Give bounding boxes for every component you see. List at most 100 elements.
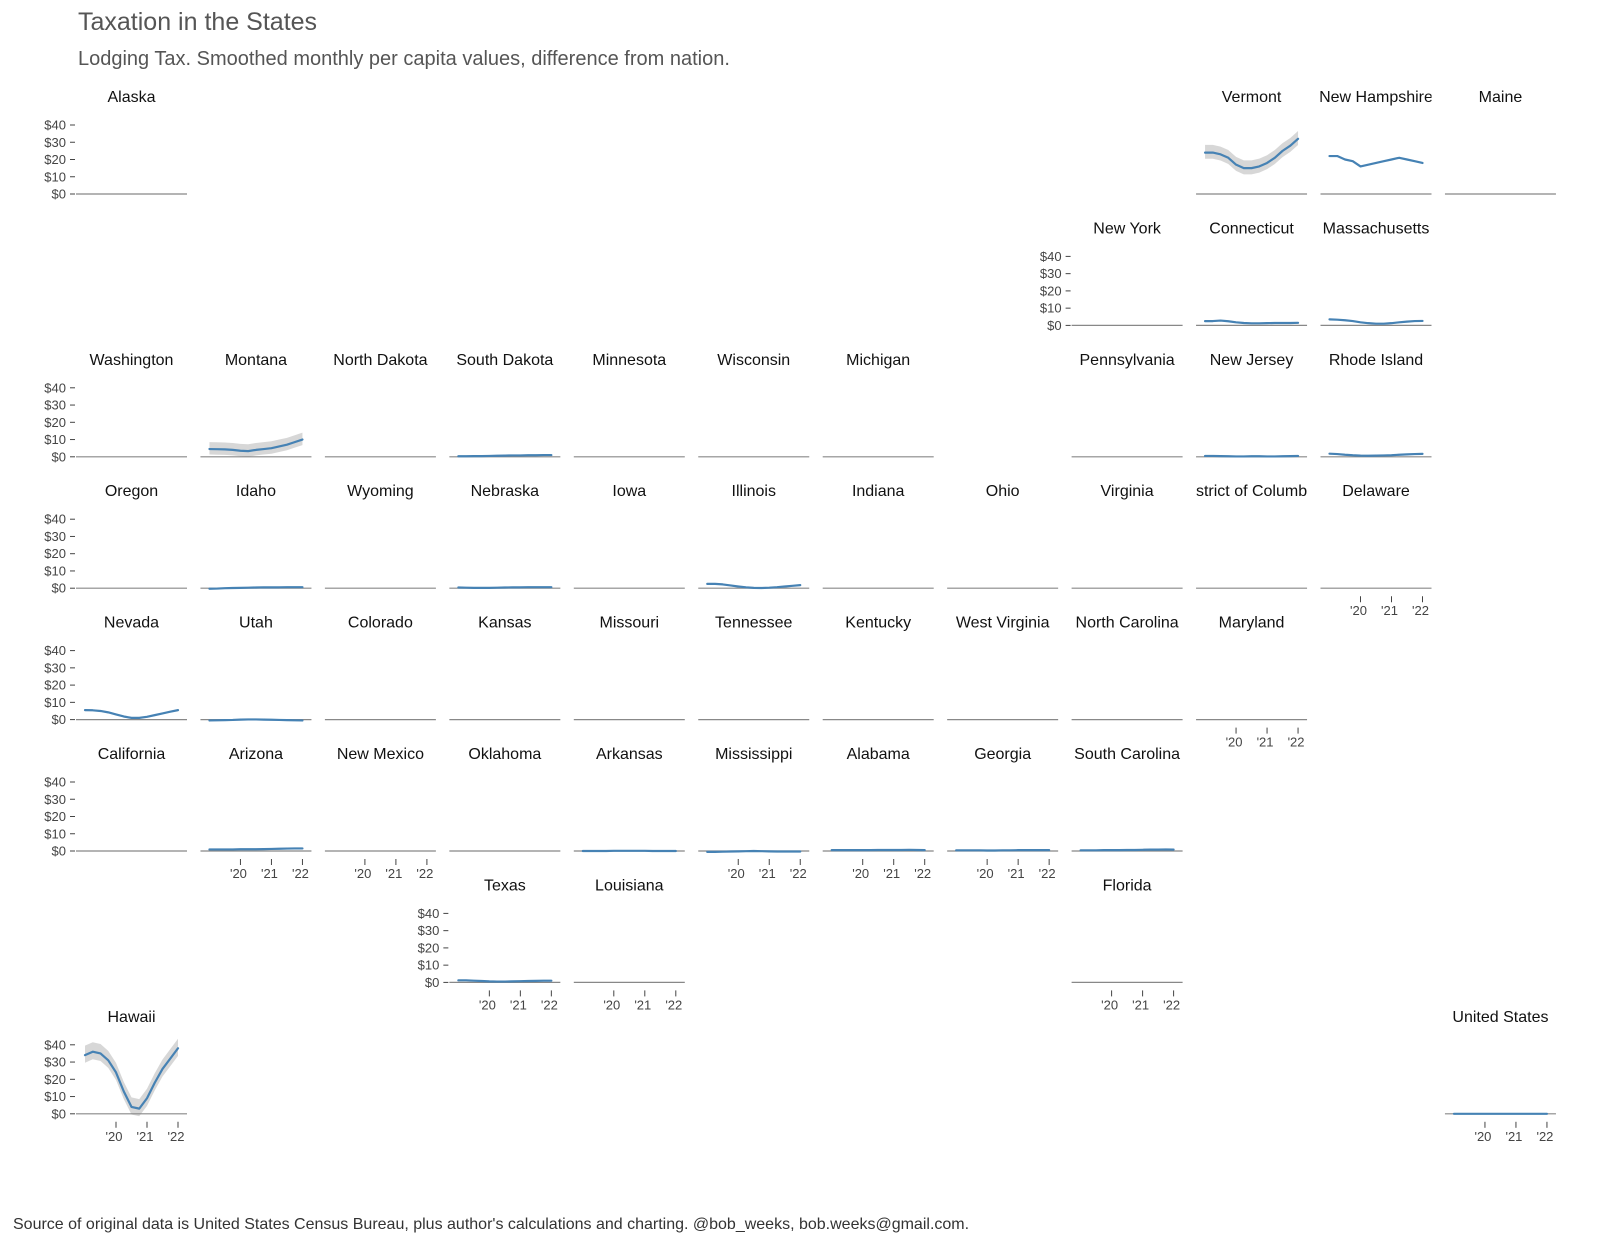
panel-minnesota: Minnesota	[573, 352, 685, 458]
x-tick-label: '22	[914, 866, 931, 881]
panel-wyoming: Wyoming	[324, 483, 436, 589]
x-tick-label: '22	[1163, 997, 1180, 1012]
x-tick-label: '21	[385, 866, 402, 881]
panel-title: Montana	[225, 352, 287, 369]
panel-title: Arizona	[229, 746, 283, 763]
series-line	[1328, 154, 1424, 168]
x-tick-label: '20	[106, 1129, 123, 1144]
panel-title: Louisiana	[595, 877, 664, 894]
panel-hawaii: Hawaii $40 $30 $20 $10 $0 '20 '21 '22	[44, 1009, 187, 1144]
y-tick-label: $10	[418, 958, 440, 973]
panel-mississippi: Mississippi '20 '21 '22	[698, 746, 810, 881]
y-tick-label: $30	[44, 792, 66, 807]
y-tick-label: $10	[44, 563, 66, 578]
panel-maine: Maine	[1444, 89, 1556, 195]
series-line	[1328, 452, 1424, 457]
panel-title: Colorado	[348, 615, 413, 632]
x-tick-label: '22	[541, 997, 558, 1012]
x-tick-label: '22	[1536, 1129, 1553, 1144]
panel-title: Minnesota	[592, 352, 666, 369]
x-tick-label: '21	[137, 1129, 154, 1144]
x-tick-label: '22	[1039, 866, 1056, 881]
x-tick-label: '20	[1226, 735, 1243, 750]
x-tick-label: '21	[634, 997, 651, 1012]
confidence-band	[1205, 131, 1299, 175]
y-tick-label: $0	[52, 449, 66, 464]
series-line	[83, 1047, 180, 1110]
panel-kansas: Kansas	[449, 615, 561, 721]
panel-north-dakota: North Dakota	[324, 352, 436, 458]
series-line	[1203, 454, 1300, 458]
panel-virginia: Virginia	[1071, 483, 1183, 589]
y-tick-label: $30	[44, 529, 66, 544]
panel-title: Delaware	[1342, 483, 1410, 500]
y-tick-label: $20	[44, 152, 66, 167]
panel-title: Kansas	[478, 615, 531, 632]
panel-oregon: Oregon $40 $30 $20 $10 $0	[44, 483, 187, 596]
y-tick-label: $10	[44, 695, 66, 710]
y-tick-label: $0	[52, 1106, 66, 1121]
y-tick-label: $20	[418, 940, 440, 955]
panel-title: Kentucky	[845, 615, 911, 632]
x-tick-label: '21	[1381, 603, 1398, 618]
panel-oklahoma: Oklahoma	[449, 746, 561, 852]
y-tick-label: $10	[44, 169, 66, 184]
panel-alabama: Alabama '20 '21 '22	[822, 746, 934, 881]
source-caption: Source of original data is United States…	[13, 1216, 970, 1233]
panel-pennsylvania: Pennsylvania	[1071, 352, 1183, 458]
y-tick-label: $0	[52, 187, 66, 202]
panel-title: strict of Columb	[1196, 483, 1307, 500]
y-tick-label: $30	[44, 398, 66, 413]
panel-title: Nebraska	[471, 483, 540, 500]
panel-title: West Virginia	[956, 615, 1050, 632]
panel-south-dakota: South Dakota	[449, 352, 561, 458]
series-line	[1079, 848, 1175, 852]
panel-maryland: Maryland '20 '21 '22	[1196, 615, 1308, 750]
x-tick-label: '20	[479, 997, 496, 1012]
panel-title: Arkansas	[596, 746, 663, 763]
panel-colorado: Colorado	[324, 615, 436, 721]
series-line	[457, 453, 553, 458]
series-line	[208, 586, 304, 590]
panel-arkansas: Arkansas	[573, 746, 685, 853]
panel-utah: Utah	[200, 615, 312, 722]
x-tick-label: '22	[790, 866, 807, 881]
x-tick-label: '20	[852, 866, 869, 881]
panel-west-virginia: West Virginia	[947, 615, 1059, 721]
panel-north-carolina: North Carolina	[1071, 615, 1183, 721]
chart-subtitle: Lodging Tax. Smoothed monthly per capita…	[78, 48, 730, 70]
panel-title: New Jersey	[1210, 352, 1294, 369]
panel-rhode-island: Rhode Island	[1320, 352, 1432, 458]
panel-title: Vermont	[1222, 89, 1282, 106]
y-tick-label: $0	[425, 975, 439, 990]
panel-title: Maryland	[1219, 615, 1285, 632]
x-tick-label: '20	[603, 997, 620, 1012]
series-line	[1203, 137, 1300, 170]
x-tick-label: '21	[883, 866, 900, 881]
panel-title: Iowa	[612, 483, 646, 500]
panel-iowa: Iowa	[573, 483, 685, 589]
panel-title: New Mexico	[337, 746, 424, 763]
panel-new-jersey: New Jersey	[1196, 352, 1308, 458]
series-line	[1203, 319, 1300, 325]
y-tick-label: $10	[44, 432, 66, 447]
panel-title: Virginia	[1101, 483, 1154, 500]
y-tick-label: $30	[1040, 266, 1062, 281]
y-tick-label: $30	[44, 135, 66, 150]
y-tick-label: $40	[418, 906, 440, 921]
panel-michigan: Michigan	[822, 352, 934, 458]
x-tick-label: '22	[665, 997, 682, 1012]
panel-title: Washington	[90, 352, 174, 369]
panel-title: United States	[1452, 1009, 1548, 1026]
x-tick-label: '21	[759, 866, 776, 881]
x-tick-label: '20	[977, 866, 994, 881]
y-tick-label: $20	[44, 678, 66, 693]
x-tick-label: '22	[168, 1129, 185, 1144]
y-tick-label: $40	[1040, 249, 1062, 264]
x-tick-label: '21	[1257, 735, 1274, 750]
panel-strict-of-columb: strict of Columb	[1196, 483, 1308, 589]
y-tick-label: $0	[52, 844, 66, 859]
panel-florida: Florida '20 '21 '22	[1071, 877, 1183, 1012]
panel-title: South Carolina	[1074, 746, 1180, 763]
